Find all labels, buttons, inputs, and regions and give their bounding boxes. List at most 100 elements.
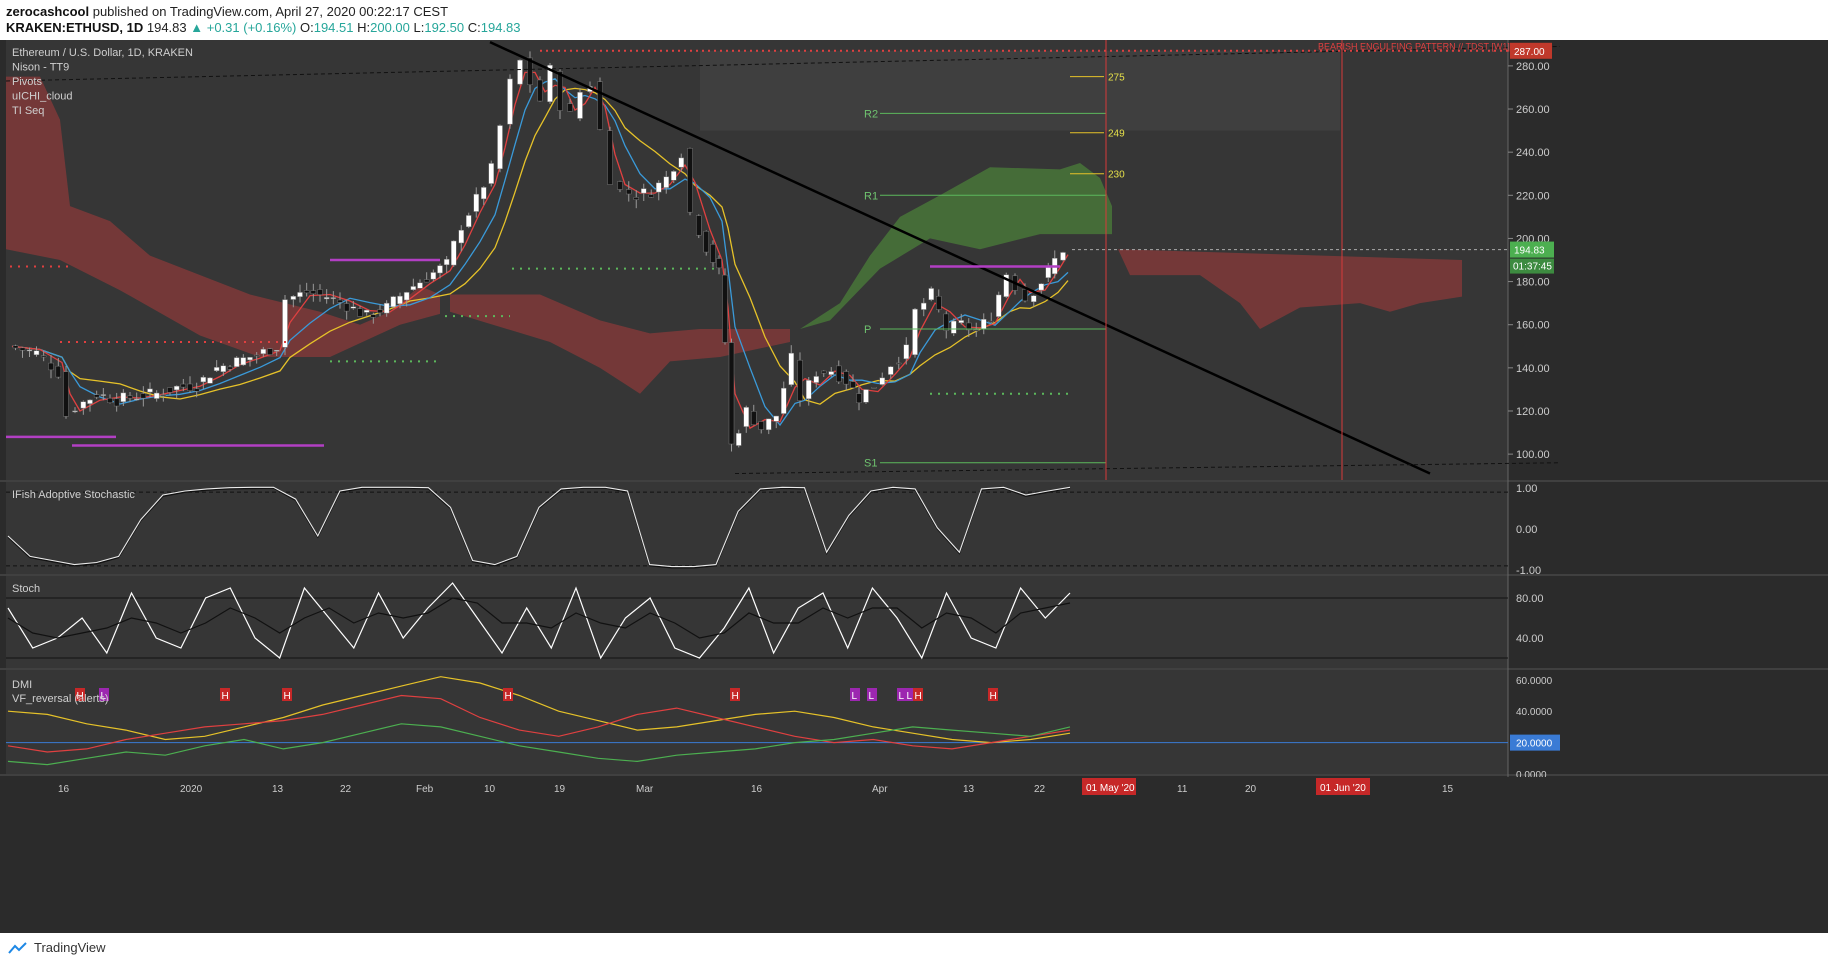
reversal-marker-bg-2	[220, 688, 230, 701]
publisher-name[interactable]: zerocashcool	[6, 4, 90, 19]
candle-body	[828, 371, 834, 375]
candle-body	[133, 398, 140, 401]
ifish-tick-1: 0.00	[1516, 524, 1537, 536]
time-tick-8: 16	[751, 784, 763, 795]
vf-pane-label: VF_reversal (alerts)	[12, 693, 109, 705]
time-tick-7: Mar	[636, 784, 654, 795]
price-tick-0: 280.00	[1516, 61, 1550, 73]
candle-body	[903, 344, 909, 360]
tradingview-logo-icon	[8, 941, 27, 954]
candle-body	[781, 387, 787, 414]
candle-body	[397, 295, 403, 305]
candle-body	[663, 176, 669, 188]
reversal-marker-bg-7	[867, 688, 877, 701]
candle-body	[547, 64, 553, 102]
ohlc-c: 194.83	[480, 20, 521, 35]
candle-body	[788, 352, 794, 385]
candle-body	[813, 376, 819, 383]
dashed-bottom-line	[734, 462, 1561, 475]
candle-body	[607, 130, 613, 185]
ma-red	[11, 71, 1069, 430]
reversal-marker-2: H	[222, 691, 229, 702]
candle-body	[337, 299, 343, 303]
price-tag-287: 287.00	[1514, 47, 1545, 58]
date-marker-tag-bg-0	[1082, 778, 1136, 795]
candle-body	[743, 407, 749, 427]
stoch-tick-0: 80.00	[1516, 593, 1544, 605]
candle-body	[951, 320, 957, 334]
reversal-marker-bg-3	[282, 688, 292, 701]
symbol-line: KRAKEN:ETHUSD, 1D 194.83 ▲ +0.31 (+0.16%…	[6, 20, 521, 35]
reversal-marker-4: H	[505, 691, 512, 702]
candle-body	[648, 194, 654, 198]
candle-body	[488, 163, 494, 184]
candle-body	[423, 279, 430, 283]
reversal-marker-bg-0	[75, 688, 85, 701]
candle-body	[410, 286, 417, 290]
reversal-marker-8: L	[899, 691, 905, 702]
candle-body	[80, 401, 87, 409]
candle-body	[1022, 289, 1028, 302]
candle-body	[377, 309, 383, 314]
candle-body	[458, 229, 464, 244]
candle-body	[48, 362, 54, 371]
candle-body	[577, 91, 583, 119]
tradingview-brand: TradingView	[34, 940, 106, 955]
candle-body	[267, 348, 273, 355]
candle-body	[330, 297, 337, 299]
candle-body	[641, 188, 647, 194]
candle-body	[200, 377, 207, 383]
candle-body	[966, 322, 972, 331]
dmi-tick-1: 40.0000	[1516, 707, 1553, 718]
last-price: 194.83	[146, 20, 187, 35]
candle-body	[240, 357, 247, 366]
reversal-marker-bg-11	[988, 688, 998, 701]
candle-body	[40, 355, 47, 358]
candle-body	[466, 215, 472, 228]
candle-body	[527, 57, 533, 85]
chart-svg[interactable]: 280.00260.00240.00220.00200.00180.00160.…	[0, 40, 1828, 933]
price-tick-9: 100.00	[1516, 449, 1550, 461]
target-label-0: 275	[1108, 73, 1125, 84]
time-tick-12: 11	[1177, 784, 1188, 795]
candle-body	[140, 393, 147, 399]
candle-body	[597, 81, 603, 130]
ifish-tick-2: -1.00	[1516, 565, 1541, 577]
resistance-zone	[700, 50, 1340, 131]
candle-body	[107, 398, 113, 403]
dmi-pane-label: DMI	[12, 679, 32, 691]
candle-body	[973, 329, 979, 331]
time-tick-2: 13	[272, 784, 284, 795]
pivot-level-label-2: P	[864, 324, 871, 336]
chart-area[interactable]: 280.00 260.00 240.00 220.00 200.00 180.00 160.…	[0, 40, 1828, 933]
reversal-marker-bg-6	[850, 688, 860, 701]
pane-bg-3	[6, 670, 1508, 774]
time-tick-13: 20	[1245, 784, 1257, 795]
ohlc-h: 200.00	[370, 20, 410, 35]
price-tick-2: 240.00	[1516, 147, 1550, 159]
candle-body	[497, 125, 503, 170]
symbol: KRAKEN:ETHUSD, 1D	[6, 20, 144, 35]
candle-body	[537, 79, 543, 102]
candle-body	[1031, 295, 1037, 302]
reversal-marker-bg-5	[730, 688, 740, 701]
candle-body	[290, 296, 297, 300]
candle-body	[687, 148, 693, 213]
candle-body	[1060, 252, 1066, 261]
candle-body	[12, 345, 19, 349]
stoch-line-1	[7, 597, 1071, 639]
candle-body	[626, 189, 632, 195]
ohlc-l: 192.50	[424, 20, 465, 35]
candle-body	[55, 365, 62, 378]
candle-body	[430, 272, 437, 280]
candle-body	[473, 193, 479, 212]
time-tick-4: Feb	[416, 784, 434, 795]
ichimoku-cloud-red-3	[1118, 249, 1462, 330]
candle-body	[863, 389, 869, 403]
candle-body	[912, 308, 918, 356]
candle-body	[888, 366, 894, 375]
candle-body	[207, 377, 213, 384]
legend-item-0: Ethereum / U.S. Dollar, 1D, KRAKEN	[12, 47, 193, 59]
candle-body	[93, 394, 100, 398]
candle-body	[282, 299, 288, 348]
